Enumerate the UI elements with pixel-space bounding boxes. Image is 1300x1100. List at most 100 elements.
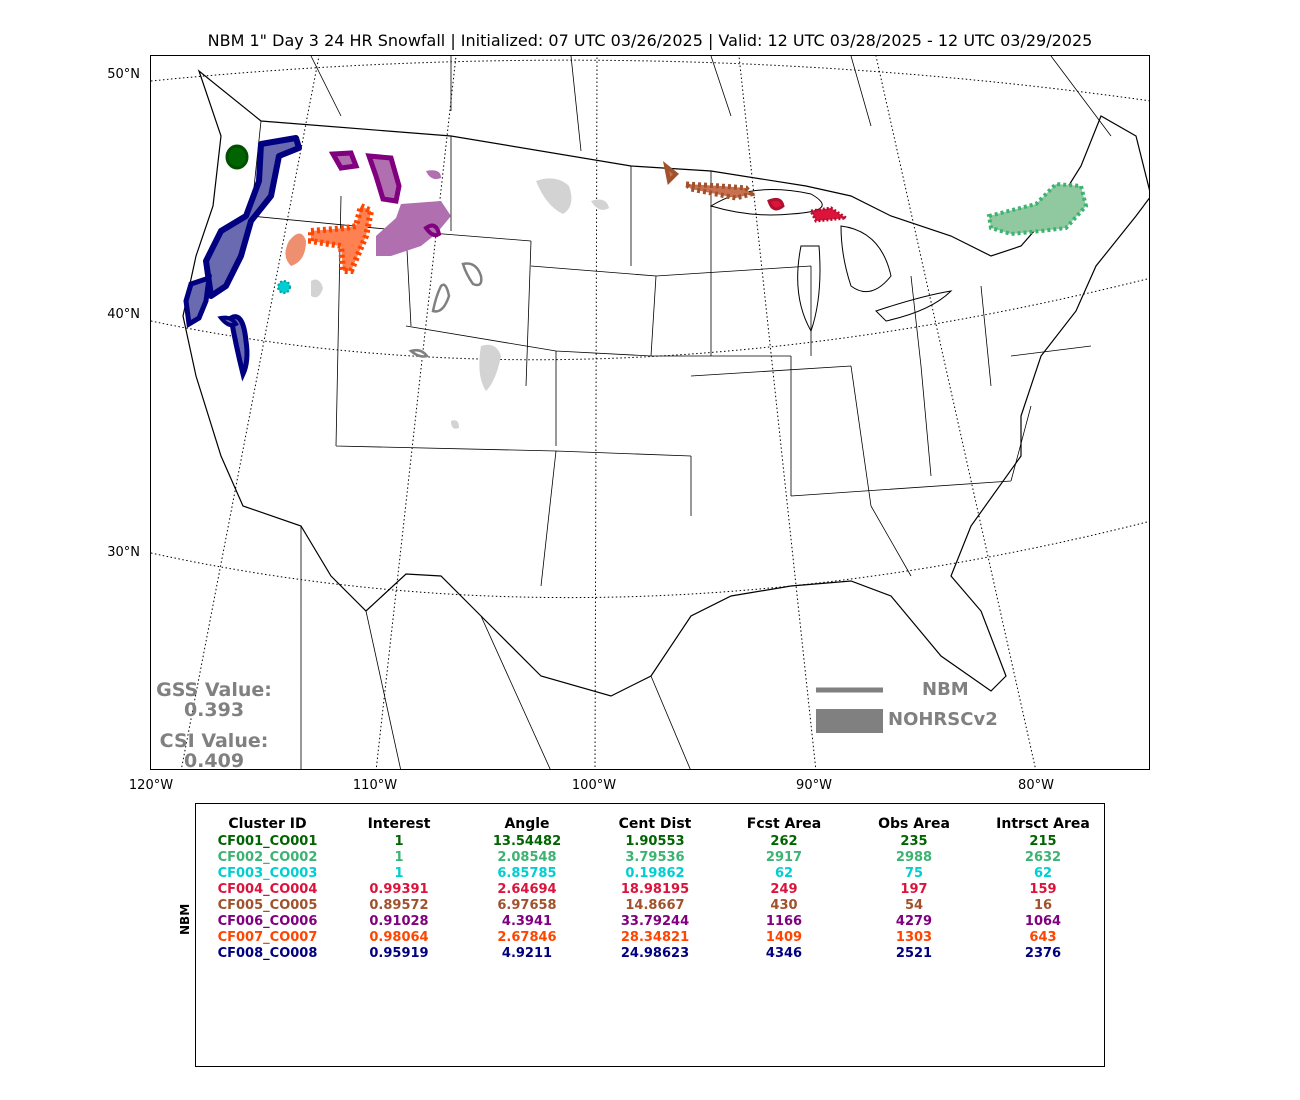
col-cluster-id: Cluster ID [228, 815, 307, 832]
table-cell: 643 [1029, 929, 1057, 945]
col-angle: Angle [504, 815, 550, 832]
csi-label: CSI Value: [159, 730, 269, 752]
table-cell: 1 [394, 865, 404, 881]
table-row: CF008_CO008 0.95919 4.9211 24.98623 4346 2521… [200, 945, 1107, 961]
map-frame [150, 55, 1150, 770]
table-row: CF005_CO005 0.89572 6.97658 14.8667 430 54 16 [200, 897, 1107, 913]
gss-label: GSS Value: [156, 679, 272, 701]
table-cell: 0.98064 [369, 929, 429, 945]
col-intrsct-area: Intrsct Area [996, 815, 1090, 832]
col-fcst-area: Fcst Area [746, 815, 822, 832]
us-map [151, 56, 1149, 769]
table-cell: 2.08548 [497, 849, 557, 865]
lat-label-30: 30°N [107, 545, 140, 560]
meridian-90w [738, 56, 817, 769]
lon-label-90w: 90°W [796, 778, 832, 793]
table-cell: 14.8667 [625, 897, 685, 913]
table-row: CF006_CO006 0.91028 4.3941 33.79244 1166 4279… [200, 913, 1107, 929]
table-cell: 24.98623 [620, 945, 690, 961]
table-cell: CF004_CO004 [217, 881, 318, 897]
legend-markers [816, 687, 883, 733]
legend-label-nbm: NBM [922, 679, 969, 700]
table-cell: 0.95919 [369, 945, 429, 961]
table-cell: 62 [774, 865, 794, 881]
table-cell: 1064 [1024, 913, 1062, 929]
table-cell: 2632 [1024, 849, 1062, 865]
lon-label-110w: 110°W [352, 778, 398, 793]
table-cell: 262 [770, 833, 798, 849]
table-cell: 6.85785 [497, 865, 557, 881]
table-cell: 16 [1033, 897, 1053, 913]
table-cell: 2988 [895, 849, 933, 865]
lake-huron [840, 225, 892, 293]
table-cell: 197 [900, 881, 928, 897]
lat-label-50: 50°N [107, 67, 140, 82]
table-cell: CF007_CO007 [217, 929, 318, 945]
table-cell: 75 [904, 865, 924, 881]
table-row: CF001_CO001 1 13.54482 1.90553 262 235 215 [200, 833, 1107, 849]
table-cell: 215 [1029, 833, 1057, 849]
parallel-30n [151, 520, 1149, 599]
table-cell: 13.54482 [492, 833, 562, 849]
cluster-objects [183, 135, 1089, 382]
table-row: CF007_CO007 0.98064 2.67846 28.34821 1409 130… [200, 929, 1107, 945]
lake-michigan [797, 245, 821, 333]
table-cell: 2521 [895, 945, 933, 961]
table-cell: 2917 [765, 849, 803, 865]
table-cell: 235 [900, 833, 928, 849]
lake-erie [875, 290, 953, 322]
table-row-axis-label: NBM [178, 903, 192, 935]
meridian-120w [180, 56, 320, 769]
legend-nohrsc-swatch [816, 709, 883, 733]
table-cell: 2.64694 [497, 881, 557, 897]
table-cell: CF003_CO003 [217, 865, 318, 881]
meridian-100w [594, 56, 598, 769]
table-cell: 1 [394, 833, 404, 849]
stats-table: Cluster ID Interest Angle Cent Dist Fcst… [200, 814, 1107, 961]
table-cell: 4346 [765, 945, 803, 961]
chart-title: NBM 1" Day 3 24 HR Snowfall | Initialize… [207, 31, 1093, 50]
parallel-40n [151, 277, 1149, 361]
table-row: CF003_CO003 1 6.85785 0.19862 62 75 62 [200, 865, 1107, 881]
table-cell: 249 [770, 881, 798, 897]
table-row: CF002_CO002 1 2.08548 3.79536 2917 2988 2632 [200, 849, 1107, 865]
table-cell: 28.34821 [620, 929, 690, 945]
nbm-outline-areas [408, 262, 483, 358]
table-cell: CF001_CO001 [217, 833, 318, 849]
table-header-row: Cluster ID Interest Angle Cent Dist Fcst… [200, 814, 1107, 833]
canada-features [310, 56, 1112, 152]
gss-value: 0.393 [183, 699, 245, 721]
table-cell: 1166 [765, 913, 803, 929]
graticule [151, 56, 1149, 769]
table-cell: 0.19862 [625, 865, 685, 881]
lon-label-120w: 120°W [128, 778, 174, 793]
col-cent-dist: Cent Dist [618, 815, 692, 832]
table-cell: 0.99391 [369, 881, 429, 897]
table-cell: 159 [1029, 881, 1057, 897]
table-cell: CF002_CO002 [217, 849, 318, 865]
col-interest: Interest [367, 815, 431, 832]
table-cell: 2.67846 [497, 929, 557, 945]
table-cell: 4279 [895, 913, 933, 929]
col-obs-area: Obs Area [878, 815, 950, 832]
mexico-border [300, 526, 691, 769]
table-cell: 54 [904, 897, 924, 913]
state-borders [210, 120, 1092, 587]
table-cell: 1303 [895, 929, 933, 945]
lon-label-100w: 100°W [571, 778, 617, 793]
table-cell: 430 [770, 897, 798, 913]
parallel-50n [151, 59, 1149, 102]
stats-table-body: CF001_CO001 1 13.54482 1.90553 262 235 215 CF00… [200, 833, 1107, 961]
table-cell: 18.98195 [620, 881, 690, 897]
table-cell: 33.79244 [620, 913, 690, 929]
table-cell: 0.89572 [369, 897, 429, 913]
table-cell: CF005_CO005 [217, 897, 318, 913]
table-cell: 1.90553 [625, 833, 685, 849]
table-row: CF004_CO004 0.99391 2.64694 18.98195 249 197 1… [200, 881, 1107, 897]
table-cell: CF006_CO006 [217, 913, 318, 929]
meridian-80w [875, 56, 1037, 769]
table-cell: 4.3941 [501, 913, 553, 929]
table-cell: 6.97658 [497, 897, 557, 913]
table-cell: 1409 [765, 929, 803, 945]
table-cell: 4.9211 [501, 945, 553, 961]
